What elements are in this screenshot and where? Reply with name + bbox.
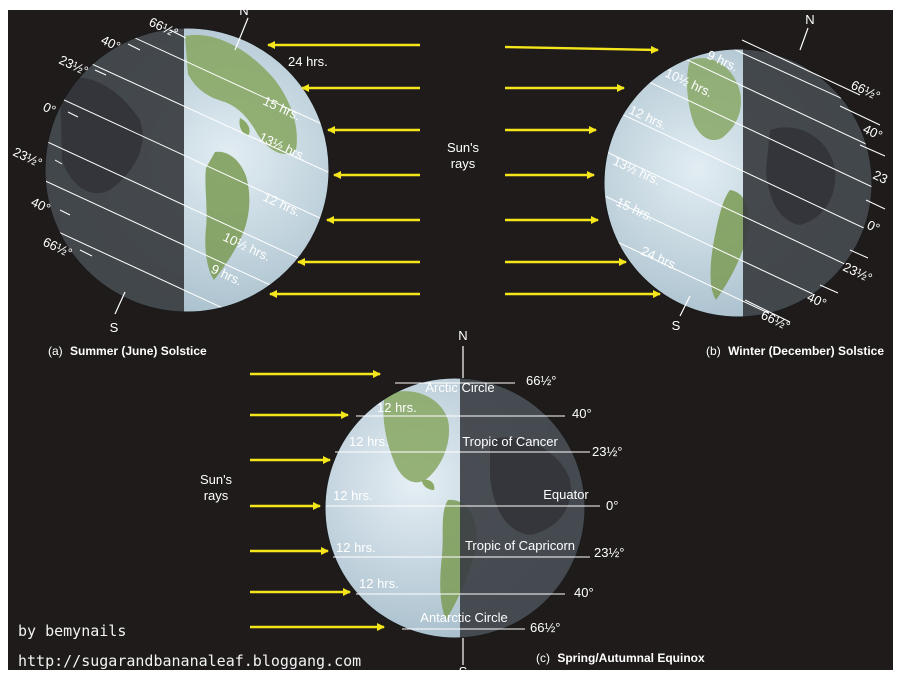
bottom-sun-rays (250, 370, 385, 631)
tropic-of-cancer-label: Tropic of Cancer (462, 434, 558, 449)
lat-label: 0° (41, 99, 59, 118)
lat-label: 23½° (841, 259, 875, 285)
north-pole-label: N (458, 328, 467, 343)
watermark-author: by bemynails (18, 622, 126, 640)
lat-label: 23½° (11, 144, 45, 170)
latitude-lines (326, 382, 600, 630)
day-length-label: 12 hrs. (336, 540, 376, 555)
north-pole-label: N (239, 3, 248, 18)
caption-prefix: (a) (48, 344, 63, 358)
watermark-url: http://sugarandbananaleaf.bloggang.com (18, 652, 361, 670)
caption-prefix: (b) (706, 344, 721, 358)
day-length-label: 12 hrs. (359, 576, 399, 591)
caption-title: Winter (December) Solstice (728, 344, 884, 358)
sun-rays-label-top-line2: rays (451, 156, 476, 171)
lat-label: 66½° (849, 77, 883, 103)
north-pole-label: N (805, 12, 814, 27)
caption-title: Summer (June) Solstice (70, 344, 207, 358)
equinox-caption: (c) Spring/Autumnal Equinox (536, 651, 705, 665)
north-axis (234, 17, 249, 51)
day-length-label: 24 hrs. (288, 54, 328, 69)
landmass-south-america (710, 190, 750, 300)
sun-ray-arrow (504, 45, 659, 54)
lat-label: 23 (871, 167, 890, 187)
antarctic-circle-label: Antarctic Circle (420, 610, 507, 625)
lat-label: 66½° (530, 620, 561, 635)
summer-latitude-labels: 66½° 40° 23½° 0° 23½° 40° 66½° (11, 14, 181, 260)
south-pole-label: S (459, 664, 468, 677)
lat-label: 23½° (594, 545, 625, 560)
summer-solstice-globe: N S 66½° 40° 23½° 0° 23½° 40° 66½° 24 hr… (11, 3, 330, 335)
winter-caption: (b) Winter (December) Solstice (706, 344, 884, 358)
north-axis (799, 27, 809, 51)
day-length-label: 12 hrs. (349, 434, 389, 449)
tropic-of-capricorn-label: Tropic of Capricorn (465, 538, 575, 553)
landmass-south-america (205, 151, 250, 280)
arctic-circle-label: Arctic Circle (425, 380, 494, 395)
landmass-island (422, 479, 435, 490)
sun-rays-label-top-line1: Sun's (447, 140, 480, 155)
winter-solstice-globe: N S 66½° 40° 23 0° 23½° 40° 66½° 9 hrs. … (603, 12, 890, 334)
sun-rays-label-bottom-line1: Sun's (200, 472, 233, 487)
south-axis (679, 295, 691, 317)
south-axis (114, 291, 126, 315)
south-pole-label: S (110, 320, 119, 335)
landmass-north-america (185, 34, 297, 155)
day-length-label: 12 hrs. (377, 400, 417, 415)
equinox-day-length-labels: 12 hrs. 12 hrs. 12 hrs. 12 hrs. 12 hrs. (333, 400, 417, 591)
lat-label: 40° (574, 585, 594, 600)
sun-rays-label-bottom-line2: rays (204, 488, 229, 503)
equator-label: Equator (543, 487, 589, 502)
landmass-island (239, 118, 250, 136)
lat-label: 23½° (57, 52, 91, 78)
equinox-globe: N S Arctic Circle Tropic of Cancer Equat… (324, 328, 625, 677)
caption-prefix: (c) (536, 651, 550, 665)
south-pole-label: S (672, 318, 681, 333)
lat-label: 0° (865, 217, 883, 236)
lat-label: 0° (606, 498, 618, 513)
equinox-latitude-labels: 66½° 40° 23½° 0° 23½° 40° 66½° (526, 373, 625, 635)
top-sun-rays (267, 41, 661, 298)
caption-title: Spring/Autumnal Equinox (557, 651, 705, 665)
landmass-north-america (383, 391, 450, 483)
day-length-label: 12 hrs. (333, 488, 373, 503)
summer-caption: (a) Summer (June) Solstice (48, 344, 207, 358)
lat-label: 23½° (592, 444, 623, 459)
lat-label: 66½° (759, 307, 793, 333)
lat-label: 66½° (526, 373, 557, 388)
lat-label: 40° (572, 406, 592, 421)
